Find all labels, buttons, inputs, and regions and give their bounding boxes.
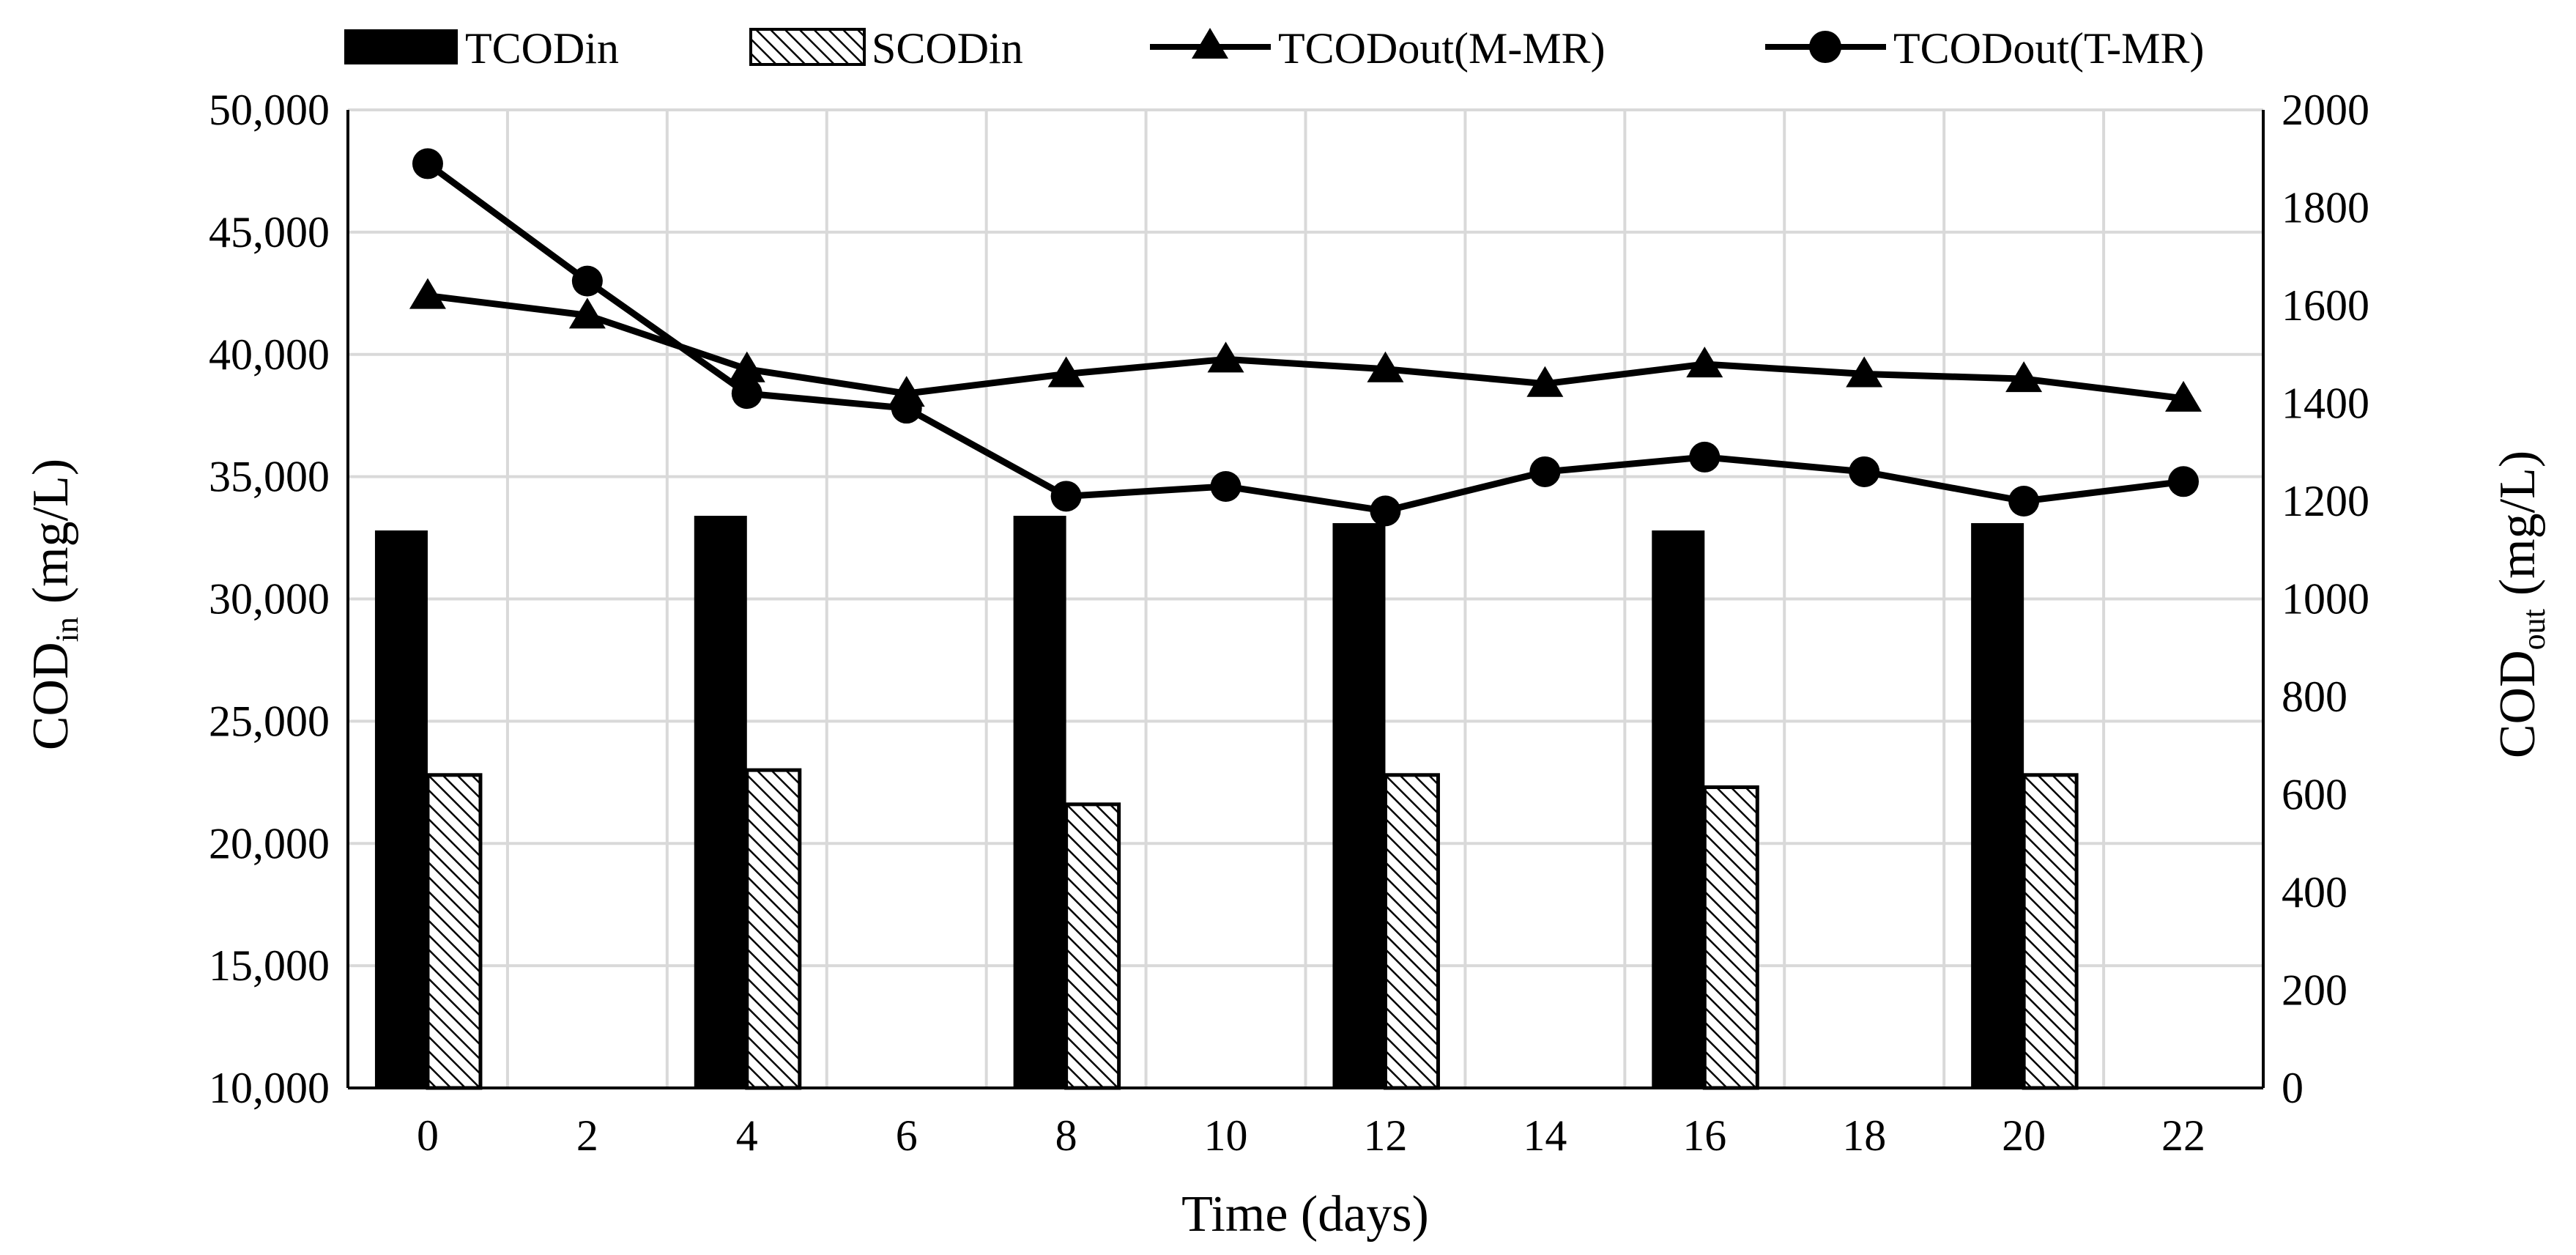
bar-tcodin [1013, 516, 1066, 1088]
point-tcodout-m-mr [409, 278, 446, 309]
x-tick-label: 6 [896, 1111, 918, 1160]
legend-label-tcodout-t-mr: TCODout(T-MR) [1893, 24, 2204, 73]
y-right-tick-label: 1800 [2282, 184, 2369, 232]
point-tcodout-m-mr [2005, 361, 2043, 393]
bar-tcodin [1971, 523, 2024, 1088]
point-tcodout-m-mr [728, 351, 765, 382]
bar-scodin [1702, 785, 1759, 1090]
x-tick-label: 22 [2161, 1111, 2205, 1160]
point-tcodout-t-mr [891, 393, 922, 424]
y-left-tick-label: 50,000 [209, 86, 330, 134]
legend-swatch-scodin [749, 28, 866, 66]
x-tick-label: 12 [1363, 1111, 1407, 1160]
point-tcodout-t-mr [1050, 481, 1082, 512]
y-right-tick-label: 0 [2282, 1064, 2304, 1112]
legend: TCODin SCODin TCODout(M-MR) TCODout(T-MR… [344, 24, 2204, 73]
x-tick-label: 0 [417, 1111, 439, 1160]
y-right-tick-label: 600 [2282, 771, 2347, 819]
bar-tcodin [1652, 530, 1705, 1088]
y-left-tick-label: 15,000 [209, 941, 330, 990]
y-right-tick-label: 2000 [2282, 86, 2369, 134]
legend-item-scodin: SCODin [749, 24, 1023, 73]
legend-label-tcodout-m-mr: TCODout(M-MR) [1278, 24, 1606, 73]
point-tcodout-t-mr [1849, 456, 1880, 487]
legend-triangle-marker-icon [1192, 28, 1228, 59]
point-tcodout-t-mr [1210, 470, 1241, 502]
y-axis-title-left: CODin(mg/L) [23, 459, 85, 750]
ticks: 10,000 15,000 20,000 25,000 30,000 35,000 40,0… [209, 86, 2369, 1160]
x-tick-label: 14 [1523, 1111, 1567, 1160]
point-tcodout-t-mr [2008, 486, 2040, 517]
point-tcodout-m-mr [1207, 341, 1244, 373]
series-line-tcodout-t-mr [426, 160, 2184, 514]
y-left-tick-label: 30,000 [209, 575, 330, 623]
y-right-tick-label: 1400 [2282, 380, 2369, 428]
y-right-tick-label: 400 [2282, 868, 2347, 917]
x-tick-label: 2 [576, 1111, 598, 1160]
bar-scodin [2022, 773, 2079, 1090]
y-right-tick-label: 1600 [2282, 281, 2369, 330]
point-tcodout-t-mr [2168, 466, 2200, 497]
bar-scodin [745, 768, 802, 1090]
point-tcodout-m-mr [1047, 356, 1085, 388]
legend-swatch-tcodin [344, 29, 458, 64]
bar-tcodin [1332, 523, 1386, 1088]
point-tcodout-t-mr [1529, 456, 1561, 487]
y-right-tick-label: 1200 [2282, 477, 2369, 525]
point-tcodout-m-mr [1686, 347, 1723, 378]
bar-tcodin [694, 516, 747, 1088]
legend-item-tcodout-m-mr: TCODout(M-MR) [1150, 24, 1606, 73]
y-left-tick-label: 25,000 [209, 697, 330, 745]
legend-item-tcodout-t-mr: TCODout(T-MR) [1765, 24, 2204, 73]
y-left-tick-label: 10,000 [209, 1064, 330, 1112]
y-left-tick-label: 35,000 [209, 453, 330, 501]
series-line-tcodout-m-mr [427, 292, 2184, 402]
x-tick-label: 8 [1055, 1111, 1077, 1160]
x-tick-label: 16 [1682, 1111, 1726, 1160]
y-right-tick-label: 1000 [2282, 575, 2369, 623]
point-tcodout-t-mr [1370, 495, 1401, 527]
y-left-tick-label: 40,000 [209, 330, 330, 379]
legend-label-scodin: SCODin [872, 24, 1023, 73]
y-right-tick-label: 200 [2282, 966, 2347, 1015]
point-tcodout-m-mr [2165, 380, 2202, 412]
bar-scodin [1383, 773, 1440, 1090]
legend-circle-marker-icon [1809, 31, 1841, 63]
axes [346, 110, 2265, 1089]
x-tick-label: 20 [2002, 1111, 2046, 1160]
point-tcodout-t-mr [1689, 441, 1721, 473]
point-tcodout-t-mr [412, 148, 443, 179]
y-right-tick-label: 800 [2282, 673, 2347, 721]
lines [409, 148, 2202, 527]
point-tcodout-m-mr [1846, 356, 1883, 388]
point-tcodout-m-mr [568, 297, 606, 329]
legend-label-tcodin: TCODin [465, 24, 619, 73]
y-axis-title-right: CODout(mg/L) [2490, 451, 2552, 758]
bars [374, 516, 2079, 1090]
y-left-tick-label: 45,000 [209, 208, 330, 256]
x-tick-label: 4 [736, 1111, 758, 1160]
point-tcodout-t-mr [731, 378, 762, 410]
y-left-tick-label: 20,000 [209, 819, 330, 867]
x-tick-label: 10 [1204, 1111, 1248, 1160]
x-axis-title: Time (days) [1181, 1186, 1429, 1243]
point-tcodout-m-mr [1526, 366, 1564, 397]
point-tcodout-m-mr [1367, 351, 1404, 382]
bar-scodin [1064, 802, 1121, 1090]
bar-tcodin [374, 530, 428, 1088]
point-tcodout-t-mr [571, 265, 603, 297]
legend-item-tcodin: TCODin [344, 24, 619, 73]
x-tick-label: 18 [1842, 1111, 1886, 1160]
bar-scodin [426, 773, 483, 1090]
